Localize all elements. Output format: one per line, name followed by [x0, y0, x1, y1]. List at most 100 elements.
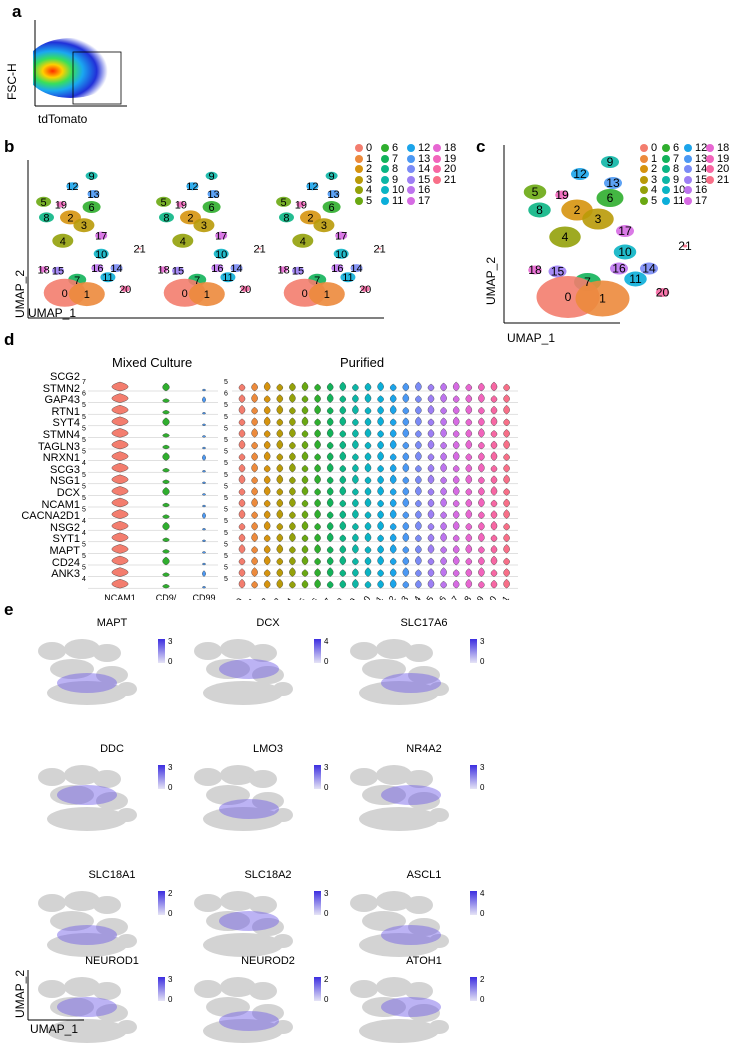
- violin-cluster0-stmn2: [238, 394, 246, 403]
- violin-cluster17-scg3: [452, 475, 460, 485]
- legend-dot-9: [662, 175, 670, 184]
- feature-title-slc17a6: SLC17A6: [400, 617, 448, 629]
- violin-cluster8-syt1: [339, 545, 347, 554]
- violin-cluster20-scg2: [490, 381, 498, 392]
- legend-dot-7: [381, 154, 389, 163]
- cluster-label-7: 7: [74, 275, 80, 287]
- panel-letter-d: d: [4, 330, 15, 349]
- legend-item-10: 10: [381, 185, 404, 196]
- violin-right-category-2: 2: [259, 596, 270, 600]
- cluster-blob-17: [616, 225, 634, 237]
- violin-cluster6-ank3: [314, 578, 321, 589]
- violin-cluster2-cacna2d1: [263, 520, 271, 531]
- violin-cluster13-nrxn1: [402, 462, 410, 473]
- violin-cluster4-rtn1: [289, 417, 296, 427]
- legend-item-20: 20: [706, 164, 729, 175]
- feature-silhouette-6: [429, 934, 449, 948]
- feature-silhouette-2: [405, 644, 433, 662]
- violin-cluster19-scg2: [478, 382, 485, 392]
- violin-cd99-nsg1: [202, 493, 206, 496]
- violin-cd99-syt1: [202, 551, 206, 554]
- violin-cluster21-scg2: [503, 383, 510, 392]
- violin-cluster20-nsg1: [490, 486, 498, 496]
- cluster-blob-18: [39, 266, 49, 273]
- feature-silhouette-0: [350, 768, 378, 786]
- violin-cluster20-gap43: [490, 405, 498, 415]
- violin-cluster7-tagln3: [326, 452, 334, 461]
- cluster-blob-19: [296, 201, 306, 208]
- violin-cluster17-syt1: [452, 545, 460, 554]
- violin-cluster1-cd24: [251, 567, 258, 577]
- cluster-blob-8: [158, 212, 174, 223]
- violin-gene-nsg1: NSG1: [50, 475, 80, 488]
- violin-cluster16-syt4: [440, 428, 447, 438]
- violin-cluster12-rtn1: [389, 418, 397, 427]
- violin-cluster13-cd24: [402, 567, 410, 577]
- legend-dot-10: [381, 186, 389, 195]
- legend-dot-9: [381, 175, 389, 184]
- violin-cd9-cd24: [162, 572, 170, 577]
- violin-cluster14-cd24: [415, 569, 422, 577]
- feature-silhouette-6: [117, 934, 137, 948]
- violin-cluster6-ncam1: [314, 509, 321, 519]
- legend-dot-12: [684, 144, 692, 152]
- violin-cluster16-stmn4: [440, 441, 447, 450]
- violin-cluster4-cacna2d1: [289, 521, 296, 531]
- violin-cluster20-nsg2: [490, 534, 498, 543]
- cluster-label-14: 14: [110, 263, 122, 275]
- violin-cluster6-nsg1: [314, 488, 321, 496]
- violin-cluster18-tagln3: [465, 453, 473, 461]
- violin-cluster17-syt4: [452, 430, 460, 438]
- violin-cluster16-nsg2: [440, 532, 447, 543]
- violin-cluster7-ncam1: [326, 511, 334, 519]
- violin-cluster2-ncam1: [263, 510, 271, 519]
- violin-right-ymax-16: 5: [224, 565, 228, 572]
- legend-item-14: 14: [684, 164, 707, 175]
- cluster-label-13: 13: [87, 189, 99, 201]
- violin-cluster10-stmn2: [364, 393, 372, 403]
- violin-cluster19-syt1: [478, 546, 485, 554]
- violin-gene-ncam1: NCAM1: [41, 498, 80, 511]
- violin-cluster11-stmn4: [377, 440, 384, 450]
- violin-cluster5-ncam1: [301, 510, 309, 519]
- violin-right-category-11: 11: [371, 594, 385, 600]
- legend-dot-7: [662, 154, 670, 163]
- violin-cd9-nsg2: [162, 537, 170, 543]
- cluster-blob-1: [188, 282, 225, 307]
- feature-expression-overlay: [219, 911, 279, 931]
- violin-cluster21-nrxn1: [503, 463, 510, 473]
- cluster-label-20: 20: [359, 284, 371, 296]
- violin-cluster10-syt4: [364, 428, 372, 438]
- violin-cluster1-mapt: [251, 556, 258, 566]
- cluster-label-4: 4: [300, 236, 306, 248]
- violin-cluster14-ncam1: [415, 510, 422, 519]
- feature-expression-overlay: [381, 997, 441, 1017]
- cluster-blob-6: [82, 201, 101, 213]
- cluster-label-18: 18: [37, 264, 49, 276]
- cluster-blob-20: [240, 285, 250, 292]
- legend-label-1: 1: [651, 152, 658, 165]
- violin-cd9-syt4: [162, 433, 170, 438]
- cluster-label-4: 4: [60, 236, 66, 248]
- violin-cluster6-nrxn1: [314, 463, 321, 473]
- violin-cluster8-nrxn1: [339, 464, 347, 473]
- feature-title-slc18a1: SLC18A1: [88, 869, 136, 881]
- violin-gene-stmn4: STMN4: [42, 428, 80, 441]
- feature-silhouette-3: [206, 911, 250, 931]
- feature-silhouette-3: [50, 659, 94, 679]
- cluster-blob-17: [215, 231, 228, 240]
- legend-label-10: 10: [392, 184, 405, 197]
- violin-cluster17-nsg1: [452, 486, 460, 496]
- legend-item-6: 6: [381, 143, 404, 154]
- violin-cluster14-gap43: [415, 405, 422, 415]
- feature-colorbar: [470, 639, 477, 663]
- violin-cluster18-ank3: [465, 578, 473, 589]
- cluster-blob-20: [655, 288, 670, 297]
- cluster-blob-18: [528, 265, 542, 275]
- violin-ncam1-syt4: [111, 428, 129, 438]
- cluster-label-17: 17: [95, 231, 107, 243]
- cluster-label-5: 5: [532, 185, 539, 199]
- violin-cluster0-mapt: [238, 557, 246, 566]
- violin-cluster5-scg3: [301, 475, 309, 485]
- feature-map-neurod1: [38, 977, 137, 1043]
